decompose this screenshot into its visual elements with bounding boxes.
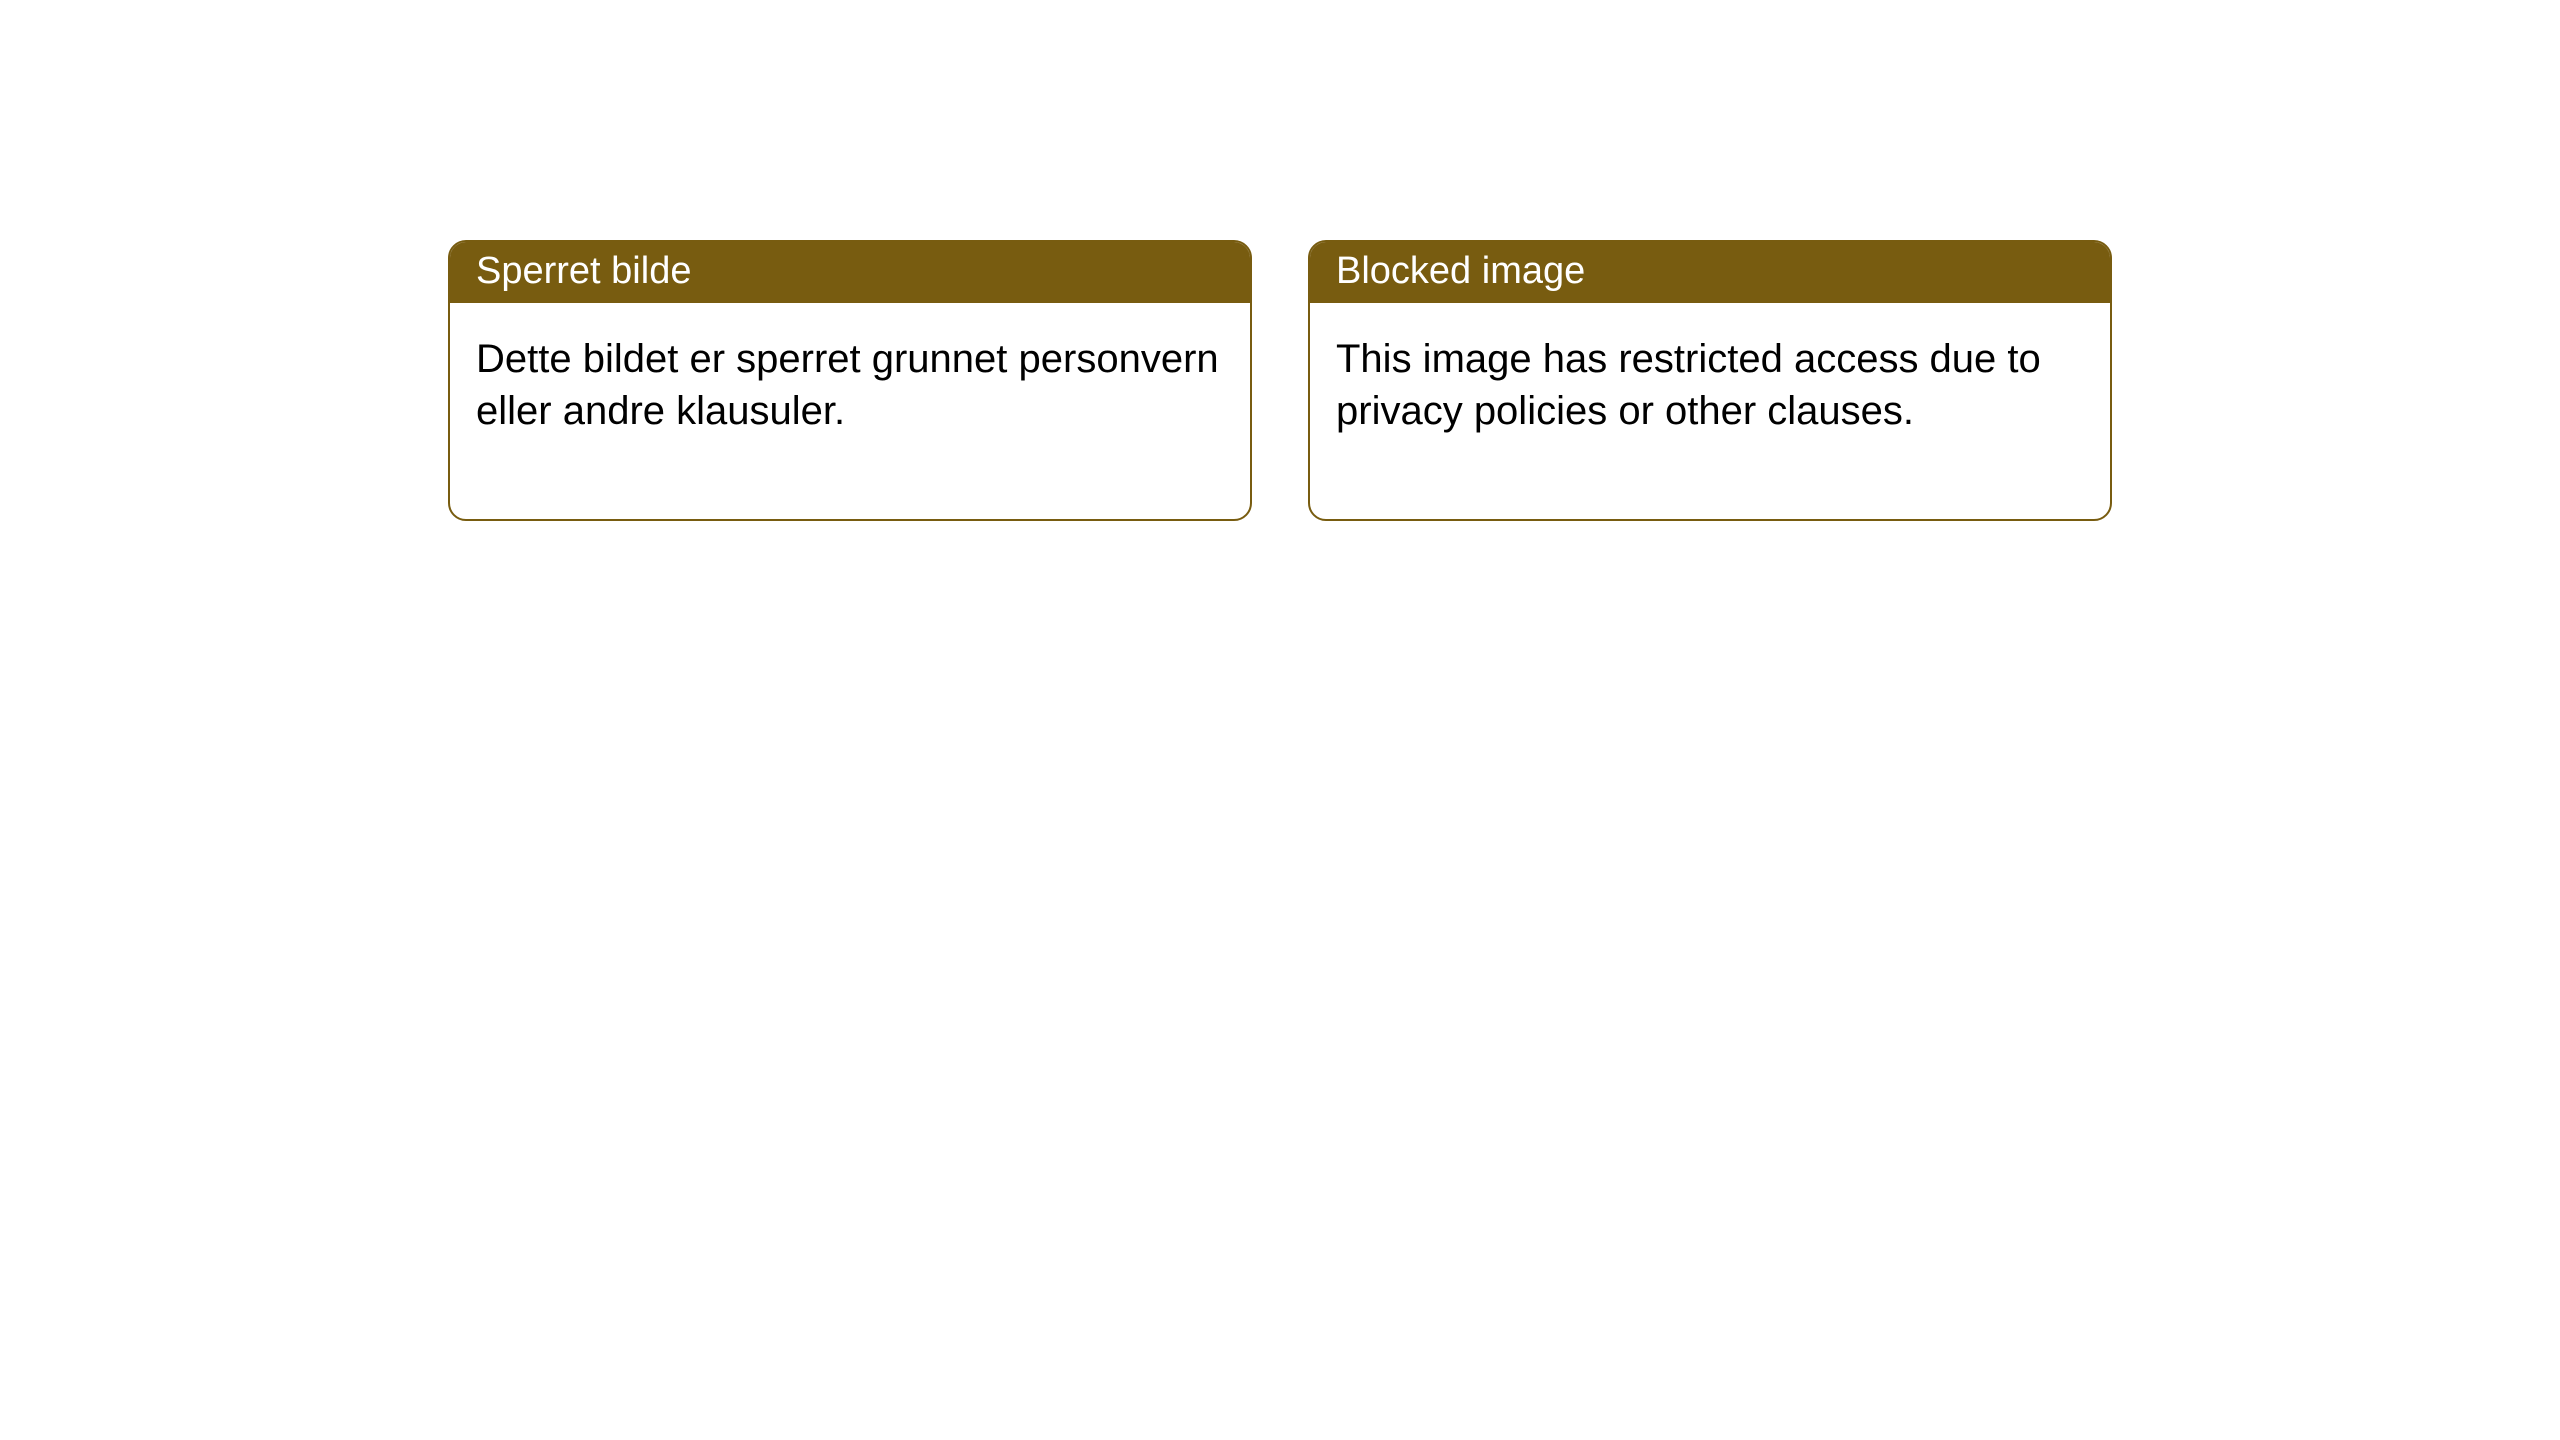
notice-title: Sperret bilde	[476, 250, 691, 292]
notice-message: Dette bildet er sperret grunnet personve…	[476, 337, 1219, 433]
notice-body: This image has restricted access due to …	[1310, 303, 2110, 519]
notice-message: This image has restricted access due to …	[1336, 337, 2041, 433]
notice-title: Blocked image	[1336, 250, 1585, 292]
notice-box-norwegian: Sperret bilde Dette bildet er sperret gr…	[448, 240, 1252, 521]
notice-body: Dette bildet er sperret grunnet personve…	[450, 303, 1250, 519]
notice-container: Sperret bilde Dette bildet er sperret gr…	[448, 240, 2560, 521]
notice-box-english: Blocked image This image has restricted …	[1308, 240, 2112, 521]
notice-header: Sperret bilde	[450, 242, 1250, 303]
notice-header: Blocked image	[1310, 242, 2110, 303]
